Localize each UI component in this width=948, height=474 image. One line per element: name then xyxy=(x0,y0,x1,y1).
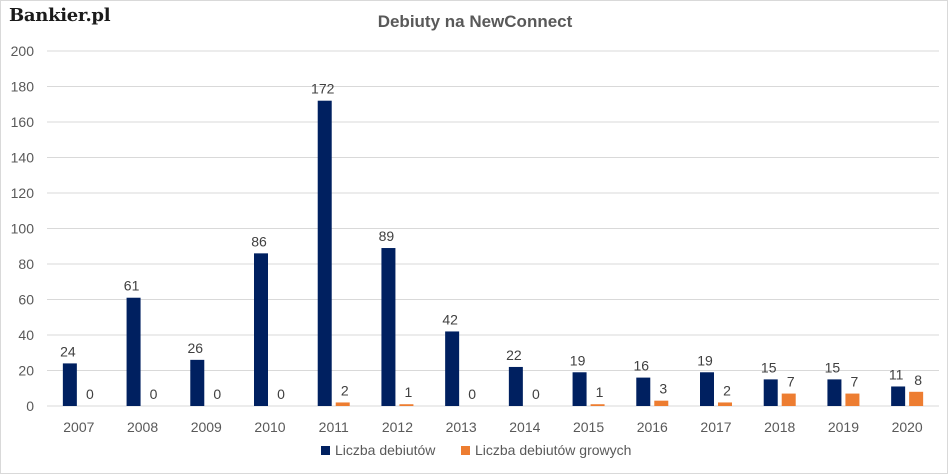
data-label: 89 xyxy=(379,228,395,244)
bar-debiuty-growe xyxy=(909,391,924,406)
bar-debiuty-growe xyxy=(718,402,732,406)
data-label: 15 xyxy=(761,359,777,375)
bar-debiuty xyxy=(381,248,396,406)
bar-debiuty xyxy=(445,331,460,406)
gridlines xyxy=(47,50,939,371)
bar-debiuty-growe xyxy=(654,400,669,406)
bar-debiuty-growe xyxy=(590,404,605,406)
x-tick-label: 2010 xyxy=(254,419,285,435)
bar-debiuty-growe xyxy=(845,393,860,406)
y-tick-label: 80 xyxy=(18,256,34,272)
x-tick-label: 2009 xyxy=(191,419,222,435)
data-label: 42 xyxy=(442,311,458,327)
y-tick-label: 20 xyxy=(18,363,34,379)
data-label: 0 xyxy=(213,386,221,402)
legend-swatch xyxy=(321,446,330,455)
data-label: 8 xyxy=(914,372,922,388)
bars xyxy=(62,100,924,406)
data-label: 61 xyxy=(124,278,140,294)
bar-debiuty xyxy=(126,297,141,406)
legend-label: Liczba debiutów growych xyxy=(475,442,631,458)
chart-title: Debiuty na NewConnect xyxy=(377,12,573,31)
data-label: 1 xyxy=(405,384,413,400)
x-tick-label: 2014 xyxy=(509,419,540,435)
data-label: 2 xyxy=(723,382,731,398)
data-label: 0 xyxy=(532,386,540,402)
x-tick-label: 2011 xyxy=(319,419,349,435)
brand-logo: Bankier.pl xyxy=(9,5,111,26)
bar-debiuty-growe xyxy=(781,393,796,406)
data-label: 1 xyxy=(596,384,604,400)
x-tick-label: 2012 xyxy=(382,419,413,435)
data-label: 26 xyxy=(187,340,203,356)
data-label: 86 xyxy=(251,233,267,249)
x-tick-label: 2017 xyxy=(700,419,731,435)
y-tick-label: 160 xyxy=(11,114,35,130)
data-label: 22 xyxy=(506,347,522,363)
data-label: 19 xyxy=(697,352,713,368)
y-tick-label: 140 xyxy=(11,150,35,166)
x-tick-label: 2020 xyxy=(892,419,923,435)
data-labels: 24 0 61 0 26 0 86 0 172 2 89 1 42 0 22 0 19 1 16 3 19 2 15 7 15 7… xyxy=(60,81,922,402)
data-label: 7 xyxy=(851,374,859,390)
bar-debiuty xyxy=(317,100,332,406)
data-label: 0 xyxy=(150,386,158,402)
legend-label: Liczba debiutów xyxy=(335,442,436,458)
bar-debiuty xyxy=(700,372,714,406)
bar-debiuty xyxy=(508,366,523,406)
y-tick-label: 200 xyxy=(11,43,35,59)
legend-swatch xyxy=(461,446,470,455)
x-tick-label: 2008 xyxy=(127,419,158,435)
data-label: 15 xyxy=(825,359,841,375)
data-label: 11 xyxy=(889,366,904,382)
bar-debiuty-growe xyxy=(399,404,414,406)
y-tick-label: 40 xyxy=(18,327,34,343)
y-tick-label: 100 xyxy=(11,221,35,237)
legend: Liczba debiutów Liczba debiutów growych xyxy=(321,442,631,458)
bar-debiuty xyxy=(254,253,268,406)
data-label: 0 xyxy=(468,386,476,402)
data-label: 16 xyxy=(633,358,649,374)
x-tick-label: 2018 xyxy=(764,419,795,435)
data-label: 172 xyxy=(311,81,335,97)
bar-debiuty xyxy=(891,386,906,406)
x-tick-label: 2007 xyxy=(63,419,94,435)
x-tick-label: 2013 xyxy=(446,419,477,435)
y-tick-label: 0 xyxy=(26,398,34,414)
x-tick-label: 2019 xyxy=(828,419,859,435)
data-label: 3 xyxy=(659,381,667,397)
data-label: 2 xyxy=(341,382,349,398)
data-label: 0 xyxy=(86,386,94,402)
bar-debiuty xyxy=(636,377,651,406)
y-tick-label: 60 xyxy=(18,292,34,308)
data-label: 19 xyxy=(570,352,586,368)
data-label: 24 xyxy=(60,343,76,359)
y-tick-label: 120 xyxy=(11,185,35,201)
x-tick-label: 2015 xyxy=(573,419,604,435)
y-tick-label: 180 xyxy=(11,79,35,95)
data-label: 7 xyxy=(787,374,795,390)
bar-debiuty xyxy=(572,372,587,406)
bar-debiuty xyxy=(763,379,778,406)
x-tick-label: 2016 xyxy=(637,419,668,435)
bar-debiuty xyxy=(62,363,77,406)
bar-debiuty xyxy=(827,379,842,406)
bar-debiuty xyxy=(190,359,205,406)
data-label: 0 xyxy=(277,386,285,402)
bar-debiuty-growe xyxy=(335,402,350,406)
